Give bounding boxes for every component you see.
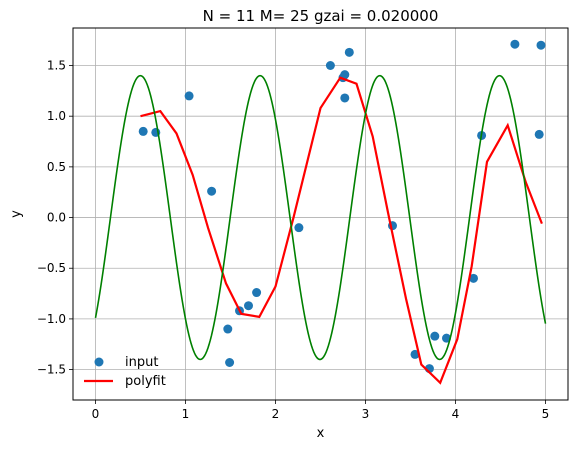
- input-point: [430, 331, 440, 341]
- y-tick-label: −1.0: [37, 312, 66, 326]
- input-point: [325, 61, 335, 71]
- legend: input polyfit: [84, 355, 166, 389]
- y-tick-label: 1.5: [47, 59, 66, 73]
- input-point: [344, 47, 354, 57]
- y-tick-label: 0.0: [47, 211, 66, 225]
- x-tick-label: 4: [452, 407, 460, 421]
- x-tick-label: 0: [92, 407, 100, 421]
- input-point: [244, 301, 253, 311]
- y-tick-label: 0.5: [47, 160, 66, 174]
- input-point: [340, 93, 350, 103]
- input-point: [223, 324, 233, 334]
- y-axis-label: y: [9, 210, 24, 218]
- y-tick-label: 1.0: [47, 109, 66, 123]
- input-point: [410, 349, 420, 359]
- input-point: [225, 357, 235, 367]
- input-point: [469, 273, 478, 283]
- x-tick-label: 3: [362, 407, 370, 421]
- polyfit-line: [140, 76, 543, 385]
- input-point: [207, 186, 217, 196]
- y-tick-label: −0.5: [37, 261, 66, 275]
- chart-title: N = 11 M= 25 gzai = 0.020000: [203, 7, 439, 25]
- input-point: [510, 39, 520, 49]
- input-point: [340, 70, 350, 80]
- legend-input-marker: [94, 357, 104, 367]
- x-tick-label: 1: [182, 407, 190, 421]
- input-point: [184, 91, 194, 101]
- x-axis-label: x: [317, 426, 325, 441]
- input-point: [534, 129, 544, 139]
- legend-polyfit-label: polyfit: [125, 374, 166, 389]
- x-tick-label: 2: [272, 407, 280, 421]
- series-layer: [94, 39, 547, 385]
- sine-curve: [94, 74, 547, 361]
- input-point: [252, 288, 262, 298]
- input-point: [138, 126, 148, 136]
- input-point: [442, 333, 451, 343]
- x-tick-label: 5: [542, 407, 550, 421]
- input-point: [294, 223, 304, 233]
- ticks: 0 1 2 3 4 5 −1.5 −1.0 −0.5 0.0 0.5 1.0 1.5: [37, 59, 549, 421]
- input-point: [536, 40, 546, 50]
- axes-frame: [72, 27, 569, 401]
- y-tick-label: −1.5: [37, 363, 66, 377]
- legend-input-label: input: [125, 355, 158, 370]
